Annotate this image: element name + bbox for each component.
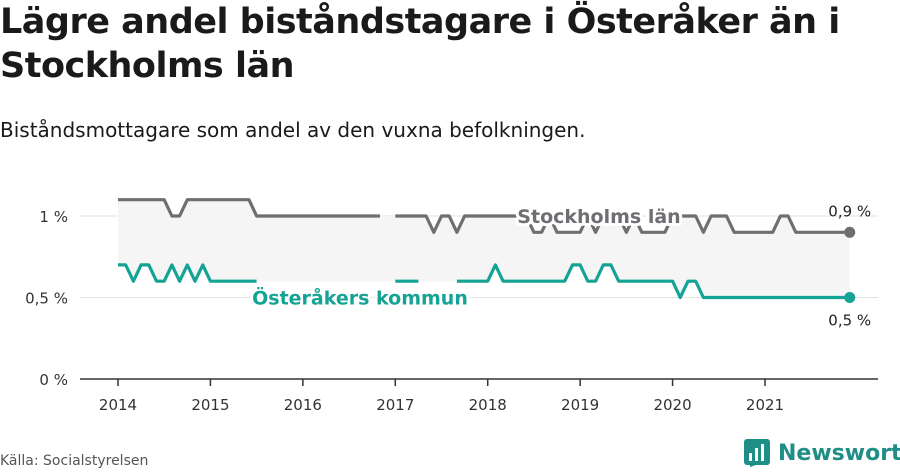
x-tick-label: 2020: [653, 396, 691, 414]
y-tick-label: 1 %: [39, 208, 68, 226]
source-note: Källa: Socialstyrelsen: [0, 453, 149, 469]
series-line-osterakers-kommun: [118, 263, 850, 300]
y-tick-label: 0,5 %: [25, 290, 68, 308]
series-end-label: 0,5 %: [828, 312, 871, 330]
x-tick-label: 2021: [746, 396, 784, 414]
x-tick-label: 2019: [561, 396, 599, 414]
series-end-point: [844, 292, 856, 303]
y-tick-label: 0 %: [39, 371, 68, 389]
x-tick-label: 2015: [191, 396, 229, 414]
series-name-label: Stockholms län: [517, 206, 680, 228]
series-label-halo: Österåkers kommun: [252, 286, 468, 310]
series-name-label: Österåkers kommun: [252, 286, 468, 310]
series-end-label: 0,9 %: [828, 202, 871, 220]
chart-subtitle: Biståndsmottagare som andel av den vuxna…: [0, 118, 586, 142]
series-line-stockholms-lan: [118, 198, 850, 234]
x-tick-label: 2017: [376, 396, 414, 414]
x-tick-label: 2018: [469, 396, 507, 414]
bar-chart-logo-icon: [744, 439, 770, 467]
chart-title: Lägre andel biståndstagare i Österåker ä…: [0, 2, 840, 86]
x-tick-label: 2014: [99, 396, 137, 414]
series-gap-band: [118, 199, 850, 298]
brand-name: Newsworthy: [778, 440, 900, 466]
series-end-point: [844, 226, 856, 238]
x-tick-label: 2016: [284, 396, 322, 414]
brand-logo: Newsworthy: [744, 439, 900, 467]
series-label-halo: Stockholms län: [517, 206, 680, 228]
